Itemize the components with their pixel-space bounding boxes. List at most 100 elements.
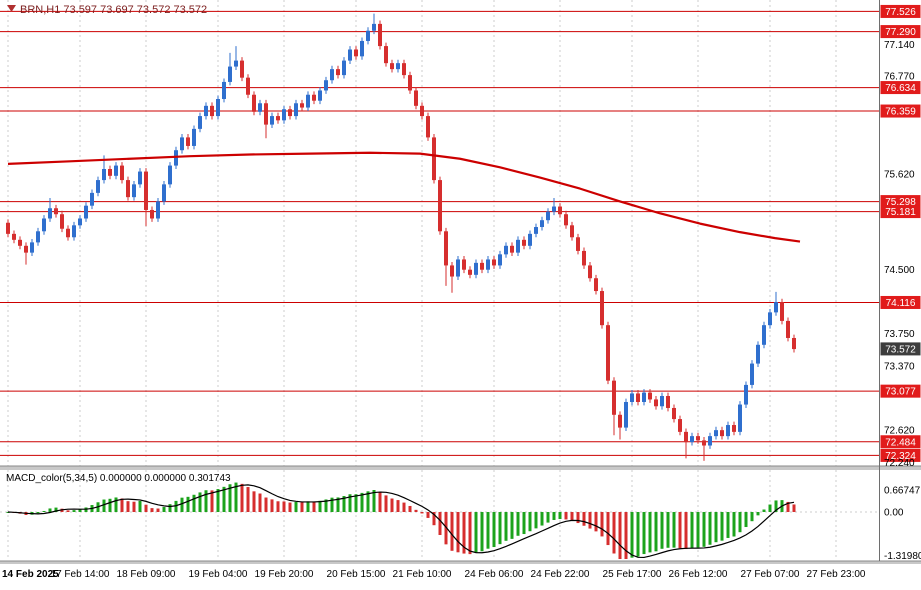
candle	[714, 430, 718, 437]
candle	[480, 262, 484, 270]
candle	[732, 425, 736, 432]
level-price-label: 77.290	[885, 27, 916, 38]
candle	[468, 269, 472, 275]
macd-bar	[102, 499, 106, 512]
candle	[390, 63, 394, 70]
macd-bar	[576, 512, 580, 524]
macd-bar	[654, 512, 658, 552]
macd-bar	[66, 510, 70, 512]
candle	[396, 63, 400, 70]
macd-bar	[624, 512, 628, 559]
candle	[774, 302, 778, 313]
candle	[84, 205, 88, 219]
macd-bar	[462, 512, 466, 554]
macd-bar	[246, 487, 250, 512]
candle	[366, 30, 370, 41]
candle	[744, 384, 748, 405]
macd-bar	[36, 512, 40, 514]
candle	[300, 103, 304, 108]
macd-bar	[660, 512, 664, 549]
macd-bar	[162, 507, 166, 512]
price-tick-label: 73.370	[884, 362, 915, 373]
macd-bar	[774, 500, 778, 512]
macd-bar	[750, 512, 754, 522]
time-label: 26 Feb 12:00	[669, 569, 728, 580]
time-label: 25 Feb 17:00	[603, 569, 662, 580]
level-price-label: 72.484	[885, 437, 916, 448]
candle	[150, 209, 154, 219]
panel-separators	[0, 0, 921, 564]
macd-bar	[600, 512, 604, 537]
macd-bar	[474, 512, 478, 553]
macd-bar	[696, 512, 700, 548]
macd-bar	[648, 512, 652, 553]
time-label: 27 Feb 23:00	[807, 569, 866, 580]
candle	[168, 165, 172, 185]
candle	[240, 60, 244, 78]
candle	[198, 116, 202, 129]
candle	[594, 278, 598, 292]
candle	[282, 109, 286, 121]
macd-bar	[240, 483, 244, 512]
candle	[96, 180, 100, 193]
candle	[30, 242, 34, 253]
symbol-flag-icon	[7, 5, 16, 12]
candle	[786, 320, 790, 338]
level-price-label: 73.077	[885, 387, 916, 398]
candle	[18, 239, 22, 246]
level-price-label: 75.298	[885, 197, 916, 208]
candle	[354, 49, 358, 57]
candle	[12, 233, 16, 240]
macd-bar	[234, 482, 238, 512]
candle	[6, 222, 10, 234]
candle	[510, 245, 514, 253]
candle	[348, 49, 352, 61]
candle	[498, 254, 502, 266]
candle	[492, 259, 496, 266]
candle	[216, 99, 220, 117]
level-price-box	[880, 104, 921, 118]
candle	[438, 180, 442, 232]
candle	[420, 105, 424, 117]
candle	[588, 265, 592, 279]
macd-bar	[78, 509, 82, 512]
macd-bar	[438, 512, 442, 535]
candle	[378, 23, 382, 47]
macd-bar	[726, 512, 730, 538]
macd-bar	[198, 492, 202, 512]
candle	[288, 109, 292, 117]
candles-layer	[6, 13, 796, 461]
macd-bar	[294, 502, 298, 512]
macd-bar	[372, 490, 376, 512]
candle	[72, 225, 76, 238]
candle	[756, 344, 760, 364]
macd-bar	[786, 501, 790, 512]
candle	[48, 208, 52, 219]
macd-bar	[732, 512, 736, 537]
price-tick-label: 75.620	[884, 170, 915, 181]
macd-bar	[288, 502, 292, 512]
macd-bar	[156, 508, 160, 512]
level-price-label: 77.526	[885, 7, 916, 18]
macd-bar	[252, 491, 256, 512]
macd-bar	[468, 512, 472, 555]
candle	[252, 94, 256, 112]
time-label: 19 Feb 20:00	[255, 569, 314, 580]
macd-bar	[492, 512, 496, 548]
macd-bar	[126, 501, 130, 512]
candle	[324, 80, 328, 91]
macd-bar	[756, 512, 760, 516]
candle	[552, 206, 556, 212]
level-price-box	[880, 295, 921, 309]
candle	[684, 431, 688, 443]
macd-bar	[210, 490, 214, 512]
candle	[600, 291, 604, 326]
candle	[738, 404, 742, 432]
macd-bar	[588, 512, 592, 529]
macd-bar	[150, 508, 154, 512]
macd-bar	[594, 512, 598, 532]
